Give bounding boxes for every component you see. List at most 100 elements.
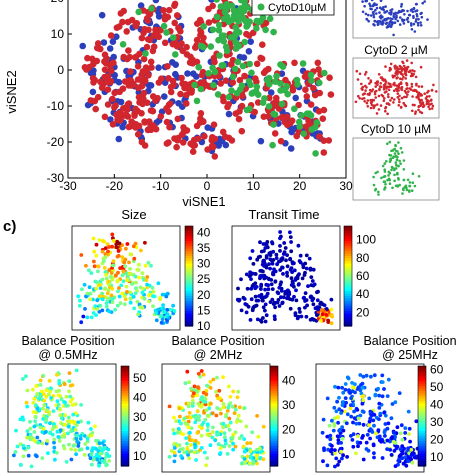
visne-point	[299, 60, 307, 67]
heatmap-point	[31, 400, 36, 405]
inset-point	[419, 21, 422, 24]
heatmap-point	[231, 389, 236, 394]
heatmap-point	[174, 419, 179, 423]
heatmap-point	[369, 412, 374, 417]
visne-point	[307, 112, 315, 119]
visne-point	[231, 65, 239, 73]
colorbar-segment	[121, 438, 129, 442]
heatmap-point	[246, 304, 251, 309]
heatmap-point	[48, 421, 52, 426]
heatmap-point	[103, 246, 108, 251]
inset-point	[425, 95, 429, 98]
visne-point	[179, 47, 186, 55]
heatmap-point	[233, 407, 238, 412]
inset-cytod10-title: CytoD 10 µM	[361, 122, 431, 136]
heatmap-point	[221, 405, 226, 410]
heatmap-point	[336, 420, 340, 425]
inset-point	[394, 143, 397, 147]
heatmap-point	[289, 240, 293, 244]
heatmap-point	[26, 453, 31, 458]
heatmap-point	[154, 311, 159, 315]
heatmap-point	[367, 423, 371, 427]
inset-point	[377, 193, 380, 196]
inset-point	[403, 64, 406, 68]
inset-point	[408, 190, 411, 193]
visne-point	[135, 93, 143, 101]
visne-point	[94, 93, 102, 101]
heatmap-point	[193, 420, 198, 425]
heatmap-point	[382, 387, 386, 391]
heatmap-point	[21, 418, 26, 422]
heatmap-point	[320, 302, 325, 307]
inset-point	[383, 186, 387, 189]
heatmap-point	[89, 462, 94, 467]
heatmap-point	[109, 293, 114, 298]
heatmap-point	[94, 453, 99, 457]
colorbar-segment	[121, 458, 129, 462]
inset-point	[402, 178, 406, 182]
heatmap-point	[253, 281, 258, 286]
visne-point	[104, 86, 112, 93]
heatmap-point	[232, 411, 237, 416]
heatmap-point	[186, 419, 191, 424]
heatmap-point	[47, 412, 51, 417]
visne-point	[141, 142, 149, 149]
visne-point	[253, 25, 260, 32]
heatmap-point	[276, 259, 281, 264]
colorbar-segment	[270, 453, 278, 457]
colorbar-segment	[418, 388, 426, 392]
heatmap-point	[73, 448, 78, 452]
heatmap-point	[59, 416, 64, 421]
heatmap-point	[28, 432, 33, 437]
inset-point	[411, 109, 414, 113]
colorbar-segment	[270, 408, 278, 412]
heatmap-point	[356, 416, 361, 421]
heatmap-point	[335, 399, 339, 404]
heatmap-point	[195, 431, 200, 435]
heatmap-point	[115, 254, 120, 259]
heatmap-point	[122, 260, 126, 265]
heatmap-point	[40, 456, 45, 460]
inset-point	[391, 17, 394, 21]
heatmap-point	[239, 434, 244, 438]
heatmap-point	[270, 297, 275, 302]
visne-point	[238, 102, 246, 110]
heatmap-point	[227, 427, 232, 432]
heatmap-point	[245, 454, 250, 459]
heatmap-point	[228, 394, 233, 399]
visne-point	[143, 43, 151, 51]
colorbar-segment	[185, 316, 193, 320]
visne-point	[158, 75, 165, 82]
colorbar-segment	[121, 448, 129, 452]
visne-point	[177, 28, 184, 35]
colorbar-segment	[418, 408, 426, 412]
heatmap-point	[115, 303, 120, 308]
colorbar-segment	[270, 381, 278, 385]
heatmap-point	[243, 461, 247, 466]
visne-point	[155, 64, 162, 71]
heatmap-point	[343, 387, 348, 392]
heatmap-point	[100, 308, 105, 313]
heatmap-point	[183, 381, 188, 386]
colorbar-segment	[270, 441, 278, 445]
visne-point	[165, 6, 173, 14]
heatmap-point	[197, 418, 202, 422]
visne-main-points	[79, 0, 335, 160]
heatmap-point	[74, 423, 79, 427]
heatmap-point	[266, 276, 271, 281]
inset-point	[366, 92, 370, 96]
colorbar-segment	[270, 426, 278, 430]
inset-point	[406, 16, 410, 20]
inset-point	[388, 66, 392, 70]
inset-cytod2-points	[354, 59, 438, 116]
heatmap-point	[361, 457, 366, 462]
inset-point	[413, 184, 417, 188]
colorbar-segment	[418, 441, 426, 445]
inset-point	[396, 19, 400, 23]
heatmap-point	[250, 249, 255, 253]
colorbar-tick-label: 35	[197, 241, 211, 255]
heatmap-point	[283, 246, 288, 250]
heatmap-point	[380, 373, 385, 378]
inset-point	[399, 16, 402, 19]
heatmap-point	[324, 313, 329, 317]
